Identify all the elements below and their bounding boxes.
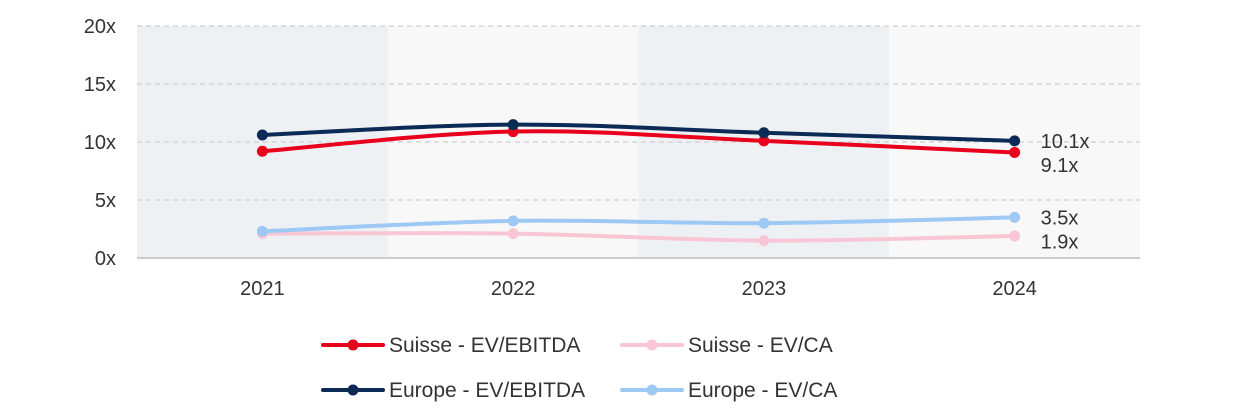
- data-point-europe-ev-ca-2022: [507, 215, 519, 227]
- end-label: 9.1x: [1041, 155, 1079, 177]
- x-tick-label: 2023: [742, 278, 787, 300]
- legend-item: Europe - EV/EBITDA: [321, 379, 585, 402]
- legend-swatch-marker: [347, 384, 359, 396]
- data-point-suisse-ev-ca-2024: [1009, 230, 1021, 242]
- data-point-suisse-ev-ebitda-2024: [1009, 146, 1021, 158]
- data-point-europe-ev-ca-2023: [758, 217, 770, 229]
- data-point-suisse-ev-ebitda-2023: [758, 135, 770, 147]
- series-line-europe-ev-ca: [260, 215, 1017, 234]
- x-tick-label: 2021: [240, 278, 285, 300]
- legend-item: Europe - EV/CA: [620, 379, 837, 402]
- legend-label: Suisse - EV/EBITDA: [389, 334, 580, 357]
- x-axis: 2021 2022 2023 2024: [137, 257, 1140, 300]
- end-label: 10.1x: [1041, 131, 1090, 153]
- legend-item: Suisse - EV/CA: [620, 334, 833, 357]
- series-line-europe-ev-ebitda: [260, 122, 1017, 143]
- y-tick-label: 15x: [84, 74, 116, 96]
- y-tick-label: 10x: [84, 132, 116, 154]
- series-line-suisse-ev-ebitda: [260, 129, 1017, 155]
- y-tick-label: 20x: [84, 16, 116, 38]
- y-axis: 0x 5x 10x 15x 20x: [84, 16, 116, 270]
- series-line-suisse-ev-ca: [260, 231, 1017, 243]
- data-point-europe-ev-ebitda-2023: [758, 127, 770, 139]
- data-point-europe-ev-ebitda-2021: [256, 129, 268, 141]
- data-point-suisse-ev-ca-2023: [758, 235, 770, 247]
- legend-label: Suisse - EV/CA: [688, 334, 833, 357]
- data-point-europe-ev-ca-2024: [1009, 211, 1021, 223]
- y-tick-label: 0x: [95, 248, 116, 270]
- series-lines: [256, 119, 1021, 247]
- x-tick-label: 2024: [992, 278, 1037, 300]
- end-labels: 10.1x9.1x 3.5x1.9x: [1041, 131, 1090, 254]
- legend-swatch-marker: [347, 339, 359, 351]
- x-tick-label: 2022: [491, 278, 536, 300]
- data-point-suisse-ev-ca-2022: [507, 228, 519, 240]
- end-label: 3.5x: [1041, 207, 1079, 229]
- end-label: 1.9x: [1041, 231, 1079, 253]
- y-tick-label: 5x: [95, 190, 116, 212]
- data-point-europe-ev-ca-2021: [256, 225, 268, 237]
- legend-label: Europe - EV/EBITDA: [389, 379, 585, 402]
- data-point-europe-ev-ebitda-2024: [1009, 135, 1021, 147]
- legend-label: Europe - EV/CA: [688, 379, 837, 402]
- data-point-suisse-ev-ebitda-2021: [256, 145, 268, 157]
- legend-swatch-marker: [646, 339, 658, 351]
- legend: Suisse - EV/EBITDA Suisse - EV/CA Europe -…: [321, 334, 837, 402]
- data-point-europe-ev-ebitda-2022: [507, 119, 519, 131]
- legend-swatch-marker: [646, 384, 658, 396]
- legend-item: Suisse - EV/EBITDA: [321, 334, 580, 357]
